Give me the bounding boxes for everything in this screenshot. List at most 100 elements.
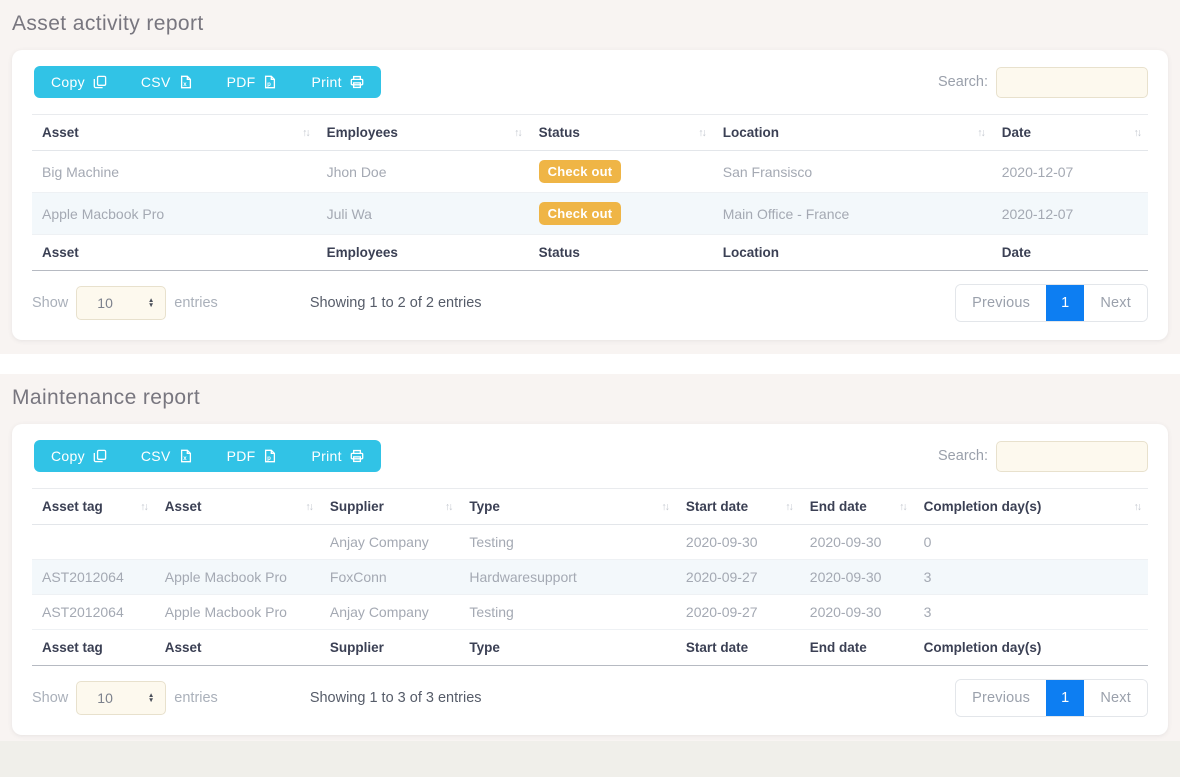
svg-text:x: x: [183, 455, 187, 462]
previous-page-button[interactable]: Previous: [956, 285, 1047, 321]
svg-text:x: x: [183, 81, 187, 88]
table-cell: San Fransisco: [712, 150, 992, 193]
sort-icon: ↑↓: [1133, 500, 1142, 513]
csv-button[interactable]: CSV x: [124, 66, 210, 98]
table-cell: Hardwaresupport: [459, 559, 676, 595]
entries-label: entries: [174, 295, 218, 311]
column-header-location[interactable]: Location ↑↓: [712, 114, 992, 151]
table-cell: Juli Wa: [316, 192, 529, 235]
footer-column-header-location: Location: [712, 234, 992, 271]
table-cell: Apple Macbook Pro: [32, 192, 317, 235]
table-footer-bar: Show 10 ▲ ▼ entries Showing 1 to 3 of 3 e…: [32, 679, 1148, 717]
column-header-asset-tag[interactable]: Asset tag ↑↓: [32, 488, 155, 525]
asset-activity-report-section: Asset activity report Copy CSV x PDF p P…: [0, 0, 1180, 354]
next-page-button[interactable]: Next: [1084, 285, 1147, 321]
file-csv-icon: x: [179, 75, 193, 89]
print-button[interactable]: Print: [294, 66, 380, 98]
footer-column-header-end-date: End date: [799, 629, 914, 666]
search-input[interactable]: [996, 66, 1148, 98]
print-button[interactable]: Print: [294, 440, 380, 472]
page-title: Maintenance report: [12, 386, 201, 409]
table-header-row: Asset ↑↓ Employees ↑↓ Status ↑↓ Location ↑↓ Date…: [32, 114, 1148, 151]
column-header-status[interactable]: Status ↑↓: [528, 114, 713, 151]
sort-icon: ↑↓: [1133, 126, 1142, 139]
table-cell: [154, 524, 320, 560]
page-size-select[interactable]: 10 ▲ ▼: [76, 286, 167, 320]
table-footer-bar: Show 10 ▲ ▼ entries Showing 1 to 2 of 2 e…: [32, 284, 1148, 322]
footer-column-header-type: Type: [459, 629, 676, 666]
column-header-asset[interactable]: Asset ↑↓: [32, 114, 317, 151]
column-header-supplier[interactable]: Supplier ↑↓: [319, 488, 460, 525]
sort-icon: ↑↓: [305, 500, 313, 513]
pdf-button[interactable]: PDF p: [210, 440, 295, 472]
entries-label: entries: [174, 690, 218, 706]
footer-column-header-asset: Asset: [32, 234, 317, 271]
footer-column-header-asset-tag: Asset tag: [32, 629, 155, 666]
export-button-group: Copy CSV x PDF p Print: [34, 440, 381, 472]
column-header-type[interactable]: Type ↑↓: [459, 488, 676, 525]
length-control: Show 10 ▲ ▼ entries: [32, 286, 218, 320]
column-header-employees[interactable]: Employees ↑↓: [316, 114, 529, 151]
pdf-button-label: PDF: [226, 448, 256, 464]
file-csv-icon: x: [179, 449, 193, 463]
copy-icon: [93, 449, 107, 463]
previous-page-button[interactable]: Previous: [956, 680, 1047, 716]
footer-column-header-supplier: Supplier: [319, 629, 460, 666]
table-row: Big Machine Jhon Doe Check out San Fransisc…: [32, 150, 1148, 193]
maintenance-table: Asset tag ↑↓ Asset ↑↓ Supplier ↑↓ Type ↑↓ Start …: [32, 488, 1148, 666]
table-cell-status: Check out: [528, 150, 713, 193]
page-size-select[interactable]: 10 ▲ ▼: [76, 681, 167, 715]
table-cell: Anjay Company: [319, 524, 460, 560]
page-1-button[interactable]: 1: [1046, 285, 1085, 321]
pagination: Previous 1 Next: [955, 679, 1148, 717]
footer-column-header-date: Date: [991, 234, 1148, 271]
table-toolbar: Copy CSV x PDF p Print Search:: [32, 440, 1148, 472]
table-cell: AST2012064: [32, 559, 155, 595]
sort-icon: ↑↓: [661, 500, 669, 513]
table-search: Search:: [938, 66, 1148, 98]
footer-column-header-start-date: Start date: [675, 629, 800, 666]
search-input[interactable]: [996, 440, 1148, 472]
page-footer-strip: [0, 741, 1180, 777]
sort-icon: ↑↓: [785, 500, 793, 513]
report-card: Copy CSV x PDF p Print Search:: [12, 50, 1168, 340]
column-header-end-date[interactable]: End date ↑↓: [799, 488, 914, 525]
status-badge: Check out: [538, 160, 622, 183]
column-header-completion-day-s[interactable]: Completion day(s) ↑↓: [913, 488, 1148, 525]
table-cell: Main Office - France: [712, 192, 992, 235]
printer-icon: [350, 449, 364, 463]
select-arrows-icon: ▲ ▼: [147, 691, 155, 704]
file-pdf-icon: p: [263, 75, 277, 89]
pdf-button[interactable]: PDF p: [210, 66, 295, 98]
table-cell: 2020-12-07: [991, 150, 1148, 193]
print-button-label: Print: [311, 74, 342, 90]
sort-icon: ↑↓: [140, 500, 148, 513]
file-pdf-icon: p: [263, 449, 277, 463]
search-label: Search:: [938, 448, 988, 464]
footer-column-header-employees: Employees: [316, 234, 529, 271]
status-badge: Check out: [538, 202, 622, 225]
table-search: Search:: [938, 440, 1148, 472]
table-cell: Testing: [459, 524, 676, 560]
column-header-date[interactable]: Date ↑↓: [991, 114, 1148, 151]
copy-button[interactable]: Copy: [34, 66, 124, 98]
next-page-button[interactable]: Next: [1084, 680, 1147, 716]
asset-activity-table: Asset ↑↓ Employees ↑↓ Status ↑↓ Location ↑↓ Date…: [32, 114, 1148, 271]
column-header-start-date[interactable]: Start date ↑↓: [675, 488, 800, 525]
table-cell: Testing: [459, 594, 676, 630]
show-label: Show: [32, 295, 69, 311]
select-arrows-icon: ▲ ▼: [147, 296, 155, 309]
column-header-asset[interactable]: Asset ↑↓: [154, 488, 320, 525]
csv-button[interactable]: CSV x: [124, 440, 210, 472]
table-cell: Apple Macbook Pro: [154, 559, 320, 595]
copy-button[interactable]: Copy: [34, 440, 124, 472]
table-footer-header-row: Asset Employees Status Location Date: [32, 234, 1148, 271]
table-toolbar: Copy CSV x PDF p Print Search:: [32, 66, 1148, 98]
copy-icon: [93, 75, 107, 89]
sort-icon: ↑↓: [899, 500, 907, 513]
sort-icon: ↑↓: [302, 126, 310, 139]
table-cell: 3: [913, 559, 1148, 595]
page-1-button[interactable]: 1: [1046, 680, 1085, 716]
copy-button-label: Copy: [51, 448, 85, 464]
table-cell: 2020-09-30: [799, 594, 914, 630]
